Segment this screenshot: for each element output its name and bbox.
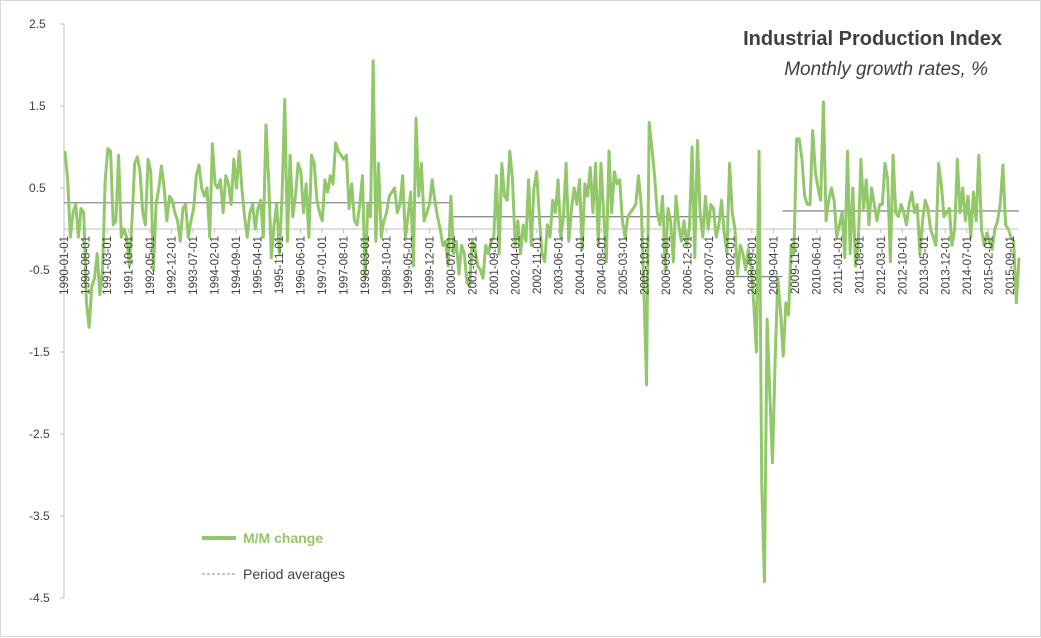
y-tick-label: -1.5 xyxy=(29,345,50,359)
x-tick-label: 1997-08-01 xyxy=(338,236,350,295)
x-tick-label: 1994-02-01 xyxy=(209,236,221,295)
x-tick-label: 2001-09-01 xyxy=(489,236,501,295)
x-tick-label: 2009-11-01 xyxy=(790,236,802,294)
x-tick-label: 2004-01-01 xyxy=(575,236,587,295)
x-tick-label: 1992-12-01 xyxy=(166,236,178,295)
x-tick-label: 1991-03-01 xyxy=(102,236,114,295)
x-tick-label: 2006-05-01 xyxy=(661,236,673,295)
x-tick-label: 1991-10-01 xyxy=(123,236,135,295)
x-tick-label: 1990-08-01 xyxy=(80,236,92,295)
x-tick-label: 2005-03-01 xyxy=(618,236,630,295)
x-tick-label: 2005-10-01 xyxy=(639,236,651,295)
series-line-mm-change xyxy=(63,59,1021,584)
x-tick-label: 2001-02-01 xyxy=(467,236,479,295)
x-tick-label: 2004-08-01 xyxy=(596,236,608,295)
x-tick-label: 2010-06-01 xyxy=(811,236,823,295)
legend-label-period-averages: Period averages xyxy=(243,566,345,582)
y-tick-label: -3.5 xyxy=(29,509,50,523)
chart-title: Industrial Production Index xyxy=(743,28,1002,50)
x-tick-label: 1992-05-01 xyxy=(145,236,157,295)
x-tick-label: 1997-01-01 xyxy=(317,236,329,295)
y-tick-label: 2.5 xyxy=(29,17,46,31)
x-tick-label: 2008-02-01 xyxy=(725,236,737,295)
series-layer xyxy=(63,59,1021,584)
x-tick-label: 2013-12-01 xyxy=(940,236,952,295)
x-tick-label: 2000-07-01 xyxy=(446,236,458,295)
x-tick-label: 2006-12-01 xyxy=(682,236,694,295)
chart-subtitle: Monthly growth rates, % xyxy=(784,59,988,80)
y-tick-label: -0.5 xyxy=(29,263,50,277)
y-axis-ticks: 2.5 1.5 0.5 -0.5 -1.5 -2.5 -3.5 -4.5 xyxy=(29,17,64,605)
x-tick-label: 2012-03-01 xyxy=(876,236,888,295)
x-tick-label: 2015-02-01 xyxy=(983,236,995,295)
x-tick-label: 1999-05-01 xyxy=(403,236,415,295)
legend-label-mm-change: M/M change xyxy=(243,530,323,546)
x-tick-label: 2015-09-01 xyxy=(1005,236,1017,295)
y-tick-label: -4.5 xyxy=(29,591,50,605)
x-tick-label: 1993-07-01 xyxy=(188,236,200,295)
x-tick-label: 2003-06-01 xyxy=(553,236,565,295)
x-tick-label: 2008-09-01 xyxy=(747,236,759,295)
x-tick-label: 2013-05-01 xyxy=(919,236,931,295)
x-tick-label: 1995-04-01 xyxy=(252,236,264,295)
x-tick-label: 1990-01-01 xyxy=(59,236,71,295)
x-tick-label: 2009-04-01 xyxy=(768,236,780,295)
x-tick-label: 1996-06-01 xyxy=(295,236,307,295)
x-tick-label: 2007-07-01 xyxy=(704,236,716,295)
y-tick-label: 0.5 xyxy=(29,181,46,195)
x-tick-label: 1998-03-01 xyxy=(360,236,372,295)
x-tick-label: 1998-10-01 xyxy=(381,236,393,295)
legend: M/M change Period averages xyxy=(202,530,345,582)
x-tick-label: 1995-11-01 xyxy=(274,236,286,294)
x-tick-label: 2014-07-01 xyxy=(962,236,974,295)
x-tick-label: 1994-09-01 xyxy=(231,236,243,295)
y-tick-label: 1.5 xyxy=(29,99,46,113)
x-axis-ticks: 1990-01-01 1990-08-01 1991-03-01 1991-10-01… xyxy=(59,229,1017,295)
x-tick-label: 2002-11-01 xyxy=(532,236,544,294)
axes xyxy=(63,24,1019,598)
y-tick-label: -2.5 xyxy=(29,427,50,441)
x-tick-label: 2012-10-01 xyxy=(897,236,909,295)
x-tick-label: 1999-12-01 xyxy=(424,236,436,295)
x-tick-label: 2011-08-01 xyxy=(854,236,866,294)
x-tick-label: 2011-01-01 xyxy=(833,236,845,294)
x-tick-label: 2002-04-01 xyxy=(510,236,522,295)
